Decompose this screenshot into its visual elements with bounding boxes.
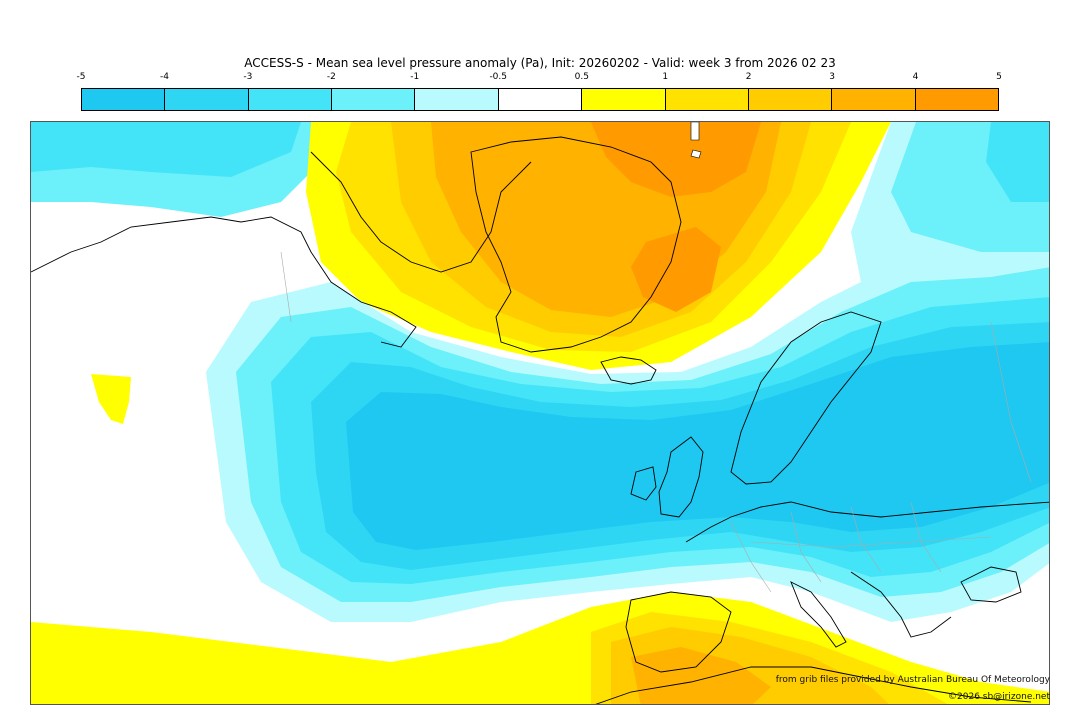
colorbar-tick: 5 — [996, 72, 1002, 82]
anomaly-region-nw-inner — [31, 122, 301, 177]
colorbar-tick: -5 — [76, 72, 86, 82]
coastline-iberia — [625, 591, 732, 673]
border-line — [850, 506, 882, 573]
colorbar-segment — [248, 89, 333, 110]
anomaly-region-greenland-4b — [631, 227, 721, 312]
border-line — [790, 511, 822, 583]
anomaly-region-atlantic-4 — [346, 342, 1049, 550]
colorbar-tick: -3 — [243, 72, 253, 82]
colorbar-tick: -2 — [326, 72, 336, 82]
arctic-ice — [690, 122, 702, 159]
coastline-north-africa — [595, 666, 1032, 704]
colorbar-segment — [665, 89, 749, 110]
coastline-balkans — [850, 571, 952, 638]
coastline-ireland — [630, 466, 657, 501]
coastline-europe — [685, 501, 1049, 543]
map-title: ACCESS-S - Mean sea level pressure anoma… — [244, 56, 836, 70]
colorbar-tick: 4 — [912, 72, 919, 82]
map-canvas — [31, 122, 1049, 704]
colorbar-segment — [498, 89, 583, 110]
coastline-canada-arctic — [310, 151, 532, 273]
coastline-black-sea — [960, 566, 1022, 603]
anomaly-region-pacific-patch — [91, 374, 131, 424]
ice-patch — [690, 122, 700, 141]
coastline-italy — [790, 581, 847, 648]
colorbar-tick: 2 — [745, 72, 752, 82]
colorbar-tick: 0.5 — [574, 72, 589, 82]
border-line — [280, 251, 292, 323]
anomaly-region-south-3 — [631, 647, 771, 704]
colorbar-segment — [332, 89, 416, 110]
colorbar — [81, 88, 999, 111]
colorbar-segment — [915, 89, 998, 110]
colorbar-tick: -0.5 — [489, 72, 507, 82]
colorbar-segment — [582, 89, 666, 110]
colorbar-segment — [832, 89, 916, 110]
coastline-alaska — [31, 216, 417, 348]
copyright-credit: ©2026 sb@irizone.net — [948, 692, 1050, 702]
border-line — [750, 536, 992, 548]
colorbar-segment — [415, 89, 499, 110]
colorbar-segment — [748, 89, 833, 110]
coastlines — [31, 136, 1049, 704]
border-line — [990, 321, 1032, 483]
colorbar-tick: 3 — [829, 72, 835, 82]
coastline-scandinavia — [730, 311, 882, 485]
colorbar-tick: 1 — [662, 72, 669, 82]
colorbar-tick: -4 — [159, 72, 169, 82]
anomaly-region-greenland-4 — [591, 122, 761, 197]
coastline-greenland — [470, 136, 682, 353]
coastline-britain — [658, 436, 704, 518]
anomaly-region-ne-3 — [986, 122, 1049, 202]
borders — [280, 251, 1032, 593]
colorbar-segment — [82, 89, 166, 110]
colorbar-segment — [165, 89, 249, 110]
colorbar-tick: -1 — [410, 72, 420, 82]
coastline-iceland — [600, 356, 657, 385]
border-line — [910, 501, 942, 573]
colorbar-ticks: -5 -4 -3 -2 -1 -0.5 0.5 1 2 3 4 5 — [77, 72, 1002, 86]
pressure-anomaly-map — [30, 121, 1050, 705]
ice-patch — [690, 149, 702, 159]
border-line — [730, 521, 772, 593]
source-credit: from grib files provided by Australian B… — [775, 675, 1050, 685]
